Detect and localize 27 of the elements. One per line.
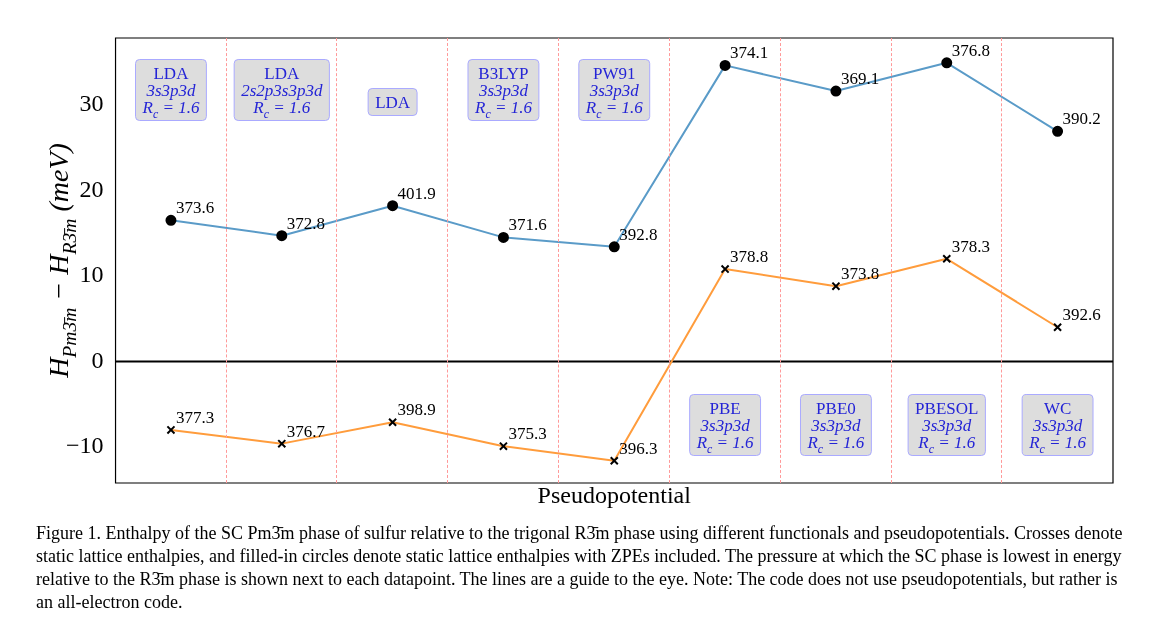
annotation: 378.8 <box>730 247 769 267</box>
y-tick-label: 10 <box>79 261 104 288</box>
annotation: 374.1 <box>730 43 769 63</box>
annotation: 369.1 <box>840 69 880 89</box>
annotation: 401.9 <box>397 183 436 203</box>
y-tick-label: 30 <box>79 90 104 117</box>
annotation: 372.8 <box>286 213 326 233</box>
annotation: 378.3 <box>951 236 991 256</box>
y-axis-title: HPm3̄m − HR3̄m (meV) <box>43 143 81 379</box>
annotation: 398.9 <box>397 400 436 420</box>
annotation: LDA <box>375 92 411 112</box>
annotation: 373.8 <box>840 264 880 284</box>
annotation: 371.6 <box>508 215 547 235</box>
y-tick-label: 0 <box>91 346 104 373</box>
annotation: 396.3 <box>619 438 658 458</box>
annotation: 376.7 <box>286 421 326 441</box>
annotation: 377.3 <box>175 407 215 427</box>
annotation: 375.3 <box>508 424 547 444</box>
annotation: 392.6 <box>1062 305 1101 325</box>
y-tick-label: 20 <box>79 175 104 202</box>
y-tick-label: −10 <box>65 432 104 459</box>
annotation: 376.8 <box>951 40 991 60</box>
caption: Figure 1. Enthalpy of the SC Pm3̄m phase of sulfur relative to the trigonal R3̄m phase using different functionals and pseudopotentials. Crosses denote static lattice enthalpies, and filled-in circles denote static lattice enthalpies with ZPEs included. The pressure at which the SC phase is lowest in energy relative to the R3̄m phase is shown next to each datapoint. The lines are a guide to the eye. Note: The code does not use pseudopotentials, but rather is an all-electron code. <box>36 522 1124 614</box>
x-axis-title: Pseudopotential <box>537 482 692 509</box>
annotation: 390.2 <box>1062 109 1101 129</box>
annotation: 392.8 <box>619 224 658 244</box>
annotation: 373.6 <box>175 198 215 218</box>
